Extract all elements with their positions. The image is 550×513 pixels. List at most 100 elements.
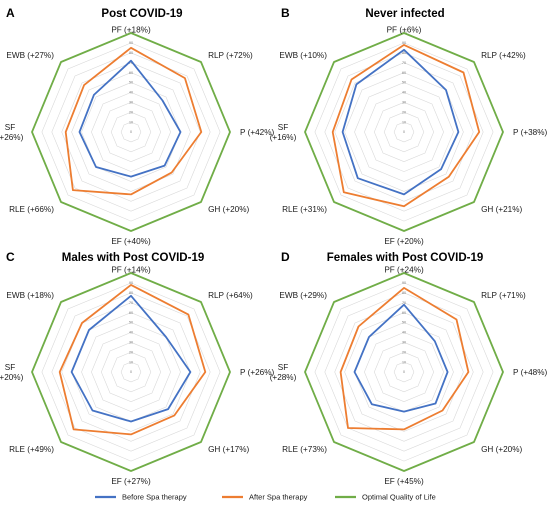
axis-label: P (+38%) xyxy=(513,128,547,137)
tick-label: 90 xyxy=(402,281,406,285)
legend-label-before-spa-therapy: Before Spa therapy xyxy=(122,493,187,502)
grid-ring xyxy=(41,282,221,462)
series-after-spa-therapy xyxy=(58,283,207,436)
panel-title: Never infected xyxy=(365,8,444,20)
tick-label: 0 xyxy=(130,370,132,374)
axis-label: RLP (+64%) xyxy=(208,291,253,300)
grid-ring xyxy=(373,341,435,403)
tick-label: 40 xyxy=(129,331,133,335)
axis-label: PF (+14%) xyxy=(111,266,151,275)
series-before-spa-therapy xyxy=(341,48,460,196)
tick-label: 90 xyxy=(402,41,406,45)
panel-title: Females with Post COVID-19 xyxy=(327,252,484,264)
tick-label: 90 xyxy=(129,281,133,285)
grid-ring xyxy=(100,341,162,403)
grid-ring xyxy=(91,332,171,412)
grid-ring xyxy=(324,52,484,212)
grid-ring xyxy=(120,121,142,143)
tick-label: 30 xyxy=(129,341,133,345)
axis-label: P (+48%) xyxy=(513,368,547,377)
series-before-spa-therapy xyxy=(70,294,192,423)
legend-label-optimal-quality-of-life: Optimal Quality of Life xyxy=(362,493,436,502)
tick-label: 60 xyxy=(402,71,406,75)
radar-panel-c: C Males with Post COVID-19 0 10 20 30 40 50 60 70… xyxy=(0,250,274,486)
axis-label: PF (+6%) xyxy=(387,26,422,35)
radar-panel-b: B Never infected0102030405060708090100PF … xyxy=(270,6,548,246)
tick-label: 30 xyxy=(129,101,133,105)
tick-label: 30 xyxy=(402,341,406,345)
axis-label: RLP (+42%) xyxy=(481,51,526,60)
axis-label: RLP (+72%) xyxy=(208,51,253,60)
axis-label: EF (+20%) xyxy=(384,237,424,246)
grid-ring xyxy=(383,111,425,153)
tick-label: 20 xyxy=(129,350,133,354)
axis-label: PF (+18%) xyxy=(111,26,151,35)
axis-label: SF(+26%) xyxy=(0,123,24,142)
tick-label: 20 xyxy=(402,350,406,354)
axis-label: EWB (+29%) xyxy=(279,291,327,300)
axis-label: RLE (+66%) xyxy=(9,205,54,214)
grid-ring xyxy=(100,101,162,163)
grid-ring xyxy=(344,312,464,432)
panel-letter: C xyxy=(6,250,15,264)
axis-label: EF (+40%) xyxy=(111,237,151,246)
axis-label: RLP (+71%) xyxy=(481,291,526,300)
tick-label: 30 xyxy=(402,101,406,105)
axis-label: RLE (+73%) xyxy=(282,445,327,454)
grid-ring xyxy=(334,302,474,442)
series-optimal-quality-of-life xyxy=(304,32,504,232)
series-after-spa-therapy xyxy=(339,286,470,431)
legend-label-after-spa-therapy: After Spa therapy xyxy=(249,493,308,502)
tick-label: 40 xyxy=(402,91,406,95)
tick-label: 20 xyxy=(129,110,133,114)
series-after-spa-therapy xyxy=(331,44,481,208)
axis-label: SF (+28%) xyxy=(270,363,297,382)
tick-label: 70 xyxy=(402,61,406,65)
tick-label: 80 xyxy=(402,291,406,295)
tick-label: 50 xyxy=(402,321,406,325)
tick-label: 40 xyxy=(402,331,406,335)
axis-label: SF (+16%) xyxy=(270,123,297,142)
tick-label: 0 xyxy=(130,130,132,134)
grid-ring xyxy=(81,82,181,182)
axis-label: GH (+17%) xyxy=(208,445,249,454)
grid-ring xyxy=(51,52,211,212)
legend: Before Spa therapy After Spa therapy Optim… xyxy=(95,493,436,502)
series-before-spa-therapy xyxy=(353,303,449,413)
grid-ring xyxy=(41,42,221,222)
tick-label: 70 xyxy=(129,301,133,305)
series-before-spa-therapy xyxy=(78,59,182,178)
axis-label: EWB (+27%) xyxy=(6,51,54,60)
grid-ring xyxy=(364,92,444,172)
series-optimal-quality-of-life xyxy=(304,272,504,472)
axis-label: P (+26%) xyxy=(240,368,274,377)
panel-title: Males with Post COVID-19 xyxy=(62,252,205,264)
tick-label: 10 xyxy=(402,360,406,364)
tick-label: 50 xyxy=(129,81,133,85)
grid-ring xyxy=(61,62,201,202)
series-optimal-quality-of-life xyxy=(31,272,231,472)
tick-label: 40 xyxy=(129,91,133,95)
axis-label: SF(+20%) xyxy=(0,363,24,382)
tick-label: 70 xyxy=(402,301,406,305)
panel-title: Post COVID-19 xyxy=(101,8,182,20)
tick-label: 50 xyxy=(129,321,133,325)
tick-label: 0 xyxy=(403,370,405,374)
grid-ring xyxy=(314,42,494,222)
axis-label: EWB (+18%) xyxy=(6,291,54,300)
tick-label: 10 xyxy=(129,120,133,124)
tick-label: 80 xyxy=(129,51,133,55)
tick-label: 60 xyxy=(129,71,133,75)
grid-ring xyxy=(393,121,415,143)
grid-ring xyxy=(354,82,454,182)
grid-ring xyxy=(110,111,152,153)
panel-letter: D xyxy=(281,250,290,264)
tick-label: 80 xyxy=(402,51,406,55)
tick-label: 20 xyxy=(402,110,406,114)
grid-ring xyxy=(120,361,142,383)
axis-label: RLE (+49%) xyxy=(9,445,54,454)
series-optimal-quality-of-life xyxy=(31,32,231,232)
axis-label: RLE (+31%) xyxy=(282,205,327,214)
